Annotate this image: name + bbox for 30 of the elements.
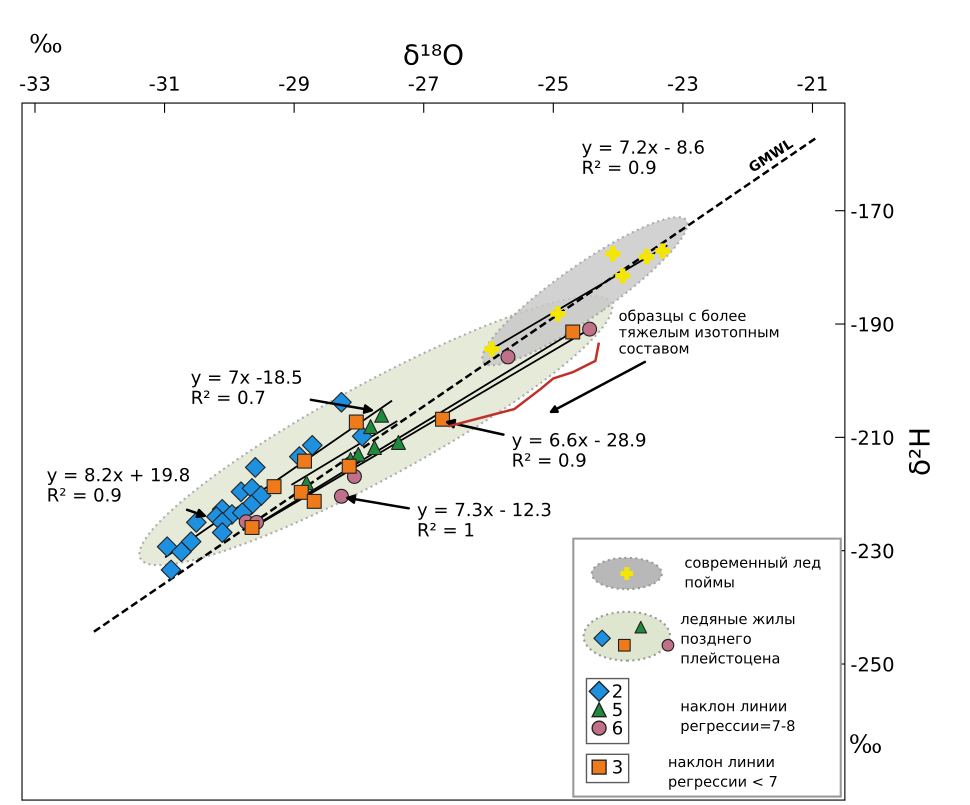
x-tick-label: -31 [150, 76, 179, 91]
annotation: y = 7.3x - 12.3 R² = 1 [418, 502, 550, 536]
annotation: y = 8.2x + 19.8 R² = 0.9 [47, 468, 189, 502]
legend-label: 6 [613, 721, 622, 735]
x-axis-title: δ¹⁸O [404, 44, 462, 66]
annotation: образцы с более тяжелым изотопным составом [619, 310, 778, 354]
y-tick-label: -170 [851, 204, 894, 218]
x-tick-label: -25 [538, 76, 568, 91]
x-tick-label: -23 [668, 76, 698, 91]
x-tick-label: -27 [408, 76, 438, 91]
annotation: ледяные жилы позднего плейстоцена [680, 616, 794, 666]
y-tick-label: -210 [851, 430, 894, 446]
y-tick-label: -190 [851, 316, 894, 332]
annotation: y = 7.2x - 8.6 R² = 0.9 [582, 140, 704, 174]
annotation: современный лед поймы [685, 556, 820, 588]
annotation: наклон линии регрессии=7-8 [682, 703, 794, 734]
annotation: наклон линии регрессии < 7 [669, 758, 777, 790]
legend-label: 2 [613, 684, 622, 698]
text: ‰ [850, 734, 881, 754]
legend-label: 5 [613, 702, 622, 716]
y-tick-label: -250 [851, 656, 894, 672]
annotation: y = 6.6x - 28.9 R² = 0.9 [512, 432, 646, 467]
annotation: y = 7x -18.5 R² = 0.7 [191, 370, 302, 404]
text: ‰ [30, 34, 62, 53]
legend-label: 3 [613, 760, 622, 774]
x-tick-label: -29 [279, 76, 309, 91]
x-tick-label: -33 [20, 76, 50, 91]
x-tick-label: -21 [798, 76, 827, 91]
y-tick-label: -230 [851, 544, 894, 558]
y-axis-title: δ²H [908, 430, 930, 475]
